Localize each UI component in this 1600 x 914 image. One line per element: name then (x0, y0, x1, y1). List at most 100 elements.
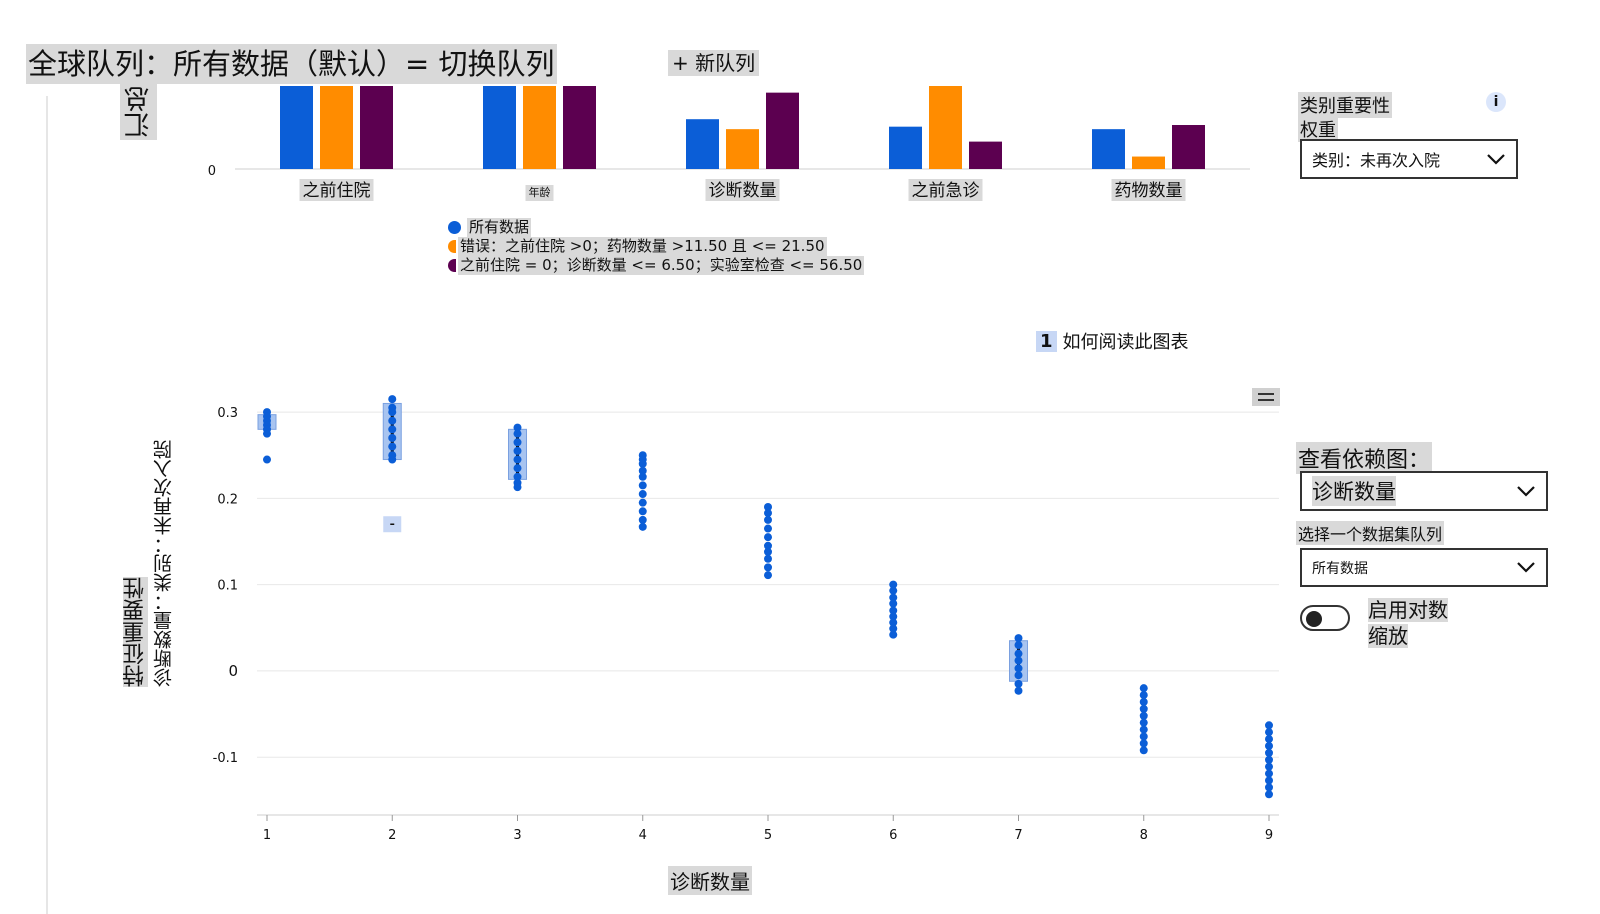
xtick-label: 1 (263, 828, 271, 843)
log-label-line1: 启用对数 (1368, 598, 1448, 622)
summary-bar (320, 86, 353, 169)
summary-category-label: 之前住院 (303, 181, 371, 201)
data-point (1014, 634, 1023, 643)
data-point (1014, 686, 1023, 695)
data-point (764, 533, 772, 542)
data-point (1139, 697, 1148, 706)
summary-bar (686, 119, 719, 169)
ytick-label: 0.3 (217, 406, 238, 421)
data-point (1265, 735, 1273, 744)
log-scale-toggle[interactable] (1300, 605, 1350, 631)
legend-swatch (448, 259, 456, 272)
how-to-read-link[interactable]: 1 如何阅读此图表 (1036, 328, 1189, 354)
ytick-label: 0.2 (217, 492, 238, 507)
class-weight-dropdown[interactable]: 类别：未再次入院 (1300, 139, 1518, 179)
summary-category-label: 药物数量 (1115, 181, 1183, 201)
dependence-chart-ylabel: 特征重要性 诊断数量：类别：未再次入院 (122, 440, 178, 687)
data-point (1265, 755, 1273, 764)
data-point (513, 483, 522, 492)
data-point (638, 522, 647, 531)
data-point (638, 481, 647, 490)
legend-item-success-cohort[interactable]: 之前住院 = 0；诊断数量 <= 6.50；实验室检查 <= 56.50 (448, 256, 865, 275)
data-point (764, 541, 772, 550)
data-point (638, 515, 647, 524)
data-point (388, 455, 397, 464)
data-point (1139, 704, 1148, 713)
data-point (764, 563, 772, 572)
data-point (1014, 671, 1023, 680)
data-point (388, 425, 397, 434)
weight-label: 权重 (1298, 116, 1338, 142)
summary-bar (563, 86, 596, 169)
data-point (1265, 748, 1273, 757)
data-point (889, 606, 898, 615)
data-point (1265, 790, 1273, 799)
data-point (638, 459, 647, 468)
toggle-knob (1306, 611, 1322, 627)
data-point (388, 416, 397, 425)
summary-category-label: 诊断数量 (709, 181, 777, 201)
summary-bar (969, 141, 1002, 169)
ytick-label: 0 (228, 662, 238, 680)
summary-label-bg (908, 179, 983, 201)
how-to-read-label: 如何阅读此图表 (1062, 332, 1189, 353)
data-point (513, 429, 522, 438)
summary-bar (483, 86, 516, 169)
dependence-plot-label: 查看依赖图： (1296, 442, 1433, 474)
legend-item-error-cohort[interactable]: 错误：之前住院 >0；药物数量 >11.50 且 <= 21.50 (448, 237, 864, 256)
data-point (638, 466, 647, 475)
data-point (638, 507, 647, 516)
data-point (1014, 641, 1023, 650)
summary-label-bg (525, 185, 554, 201)
data-point (764, 547, 772, 556)
data-point (1014, 679, 1023, 688)
chart-menu-icon[interactable] (1252, 388, 1280, 406)
data-point (1139, 684, 1148, 693)
data-point (764, 554, 772, 563)
data-point (1139, 746, 1148, 755)
data-point (1014, 656, 1023, 665)
data-point (513, 423, 522, 432)
data-point (513, 472, 522, 481)
cohort-select-label: 选择一个数据集队列 (1296, 521, 1445, 545)
summary-category-label: 年龄 (529, 185, 551, 199)
data-point (513, 438, 522, 447)
summary-ytick-label: 0 (208, 164, 216, 179)
xtick-label: 8 (1140, 828, 1148, 843)
chevron-down-icon (1486, 149, 1506, 170)
summary-bar (280, 86, 313, 169)
summary-category-label: 之前急诊 (912, 181, 980, 201)
new-cohort-button[interactable]: + 新队列 (668, 50, 760, 76)
summary-bar (1092, 129, 1125, 169)
data-point (388, 433, 397, 442)
legend-label: 错误：之前住院 >0；药物数量 >11.50 且 <= 21.50 (458, 237, 827, 256)
cohort-dropdown[interactable]: 所有数据 (1300, 548, 1548, 587)
data-point (638, 498, 647, 507)
data-point (1265, 776, 1273, 785)
info-icon[interactable]: i (1486, 92, 1506, 112)
ylabel-line2: 诊断数量：类别：未再次入院 (153, 440, 175, 687)
chevron-down-icon (1516, 557, 1536, 578)
data-point (513, 455, 522, 464)
data-point (764, 524, 772, 533)
data-point (889, 580, 898, 589)
legend-item-all-data[interactable]: 所有数据 (448, 218, 864, 237)
legend-label: 之前住院 = 0；诊断数量 <= 6.50；实验室检查 <= 56.50 (458, 256, 865, 275)
xtick-label: 3 (513, 828, 521, 843)
feature-dropdown[interactable]: 诊断数量 (1300, 471, 1548, 511)
info-badge-icon: 1 (1036, 330, 1057, 352)
data-point (1139, 718, 1148, 727)
dropdown-value: 类别：未再次入院 (1312, 151, 1441, 170)
dropdown-value: 诊断数量 (1312, 476, 1396, 506)
summary-bar (889, 126, 922, 169)
class-importance-label: 类别重要性 (1298, 92, 1392, 118)
data-point (638, 472, 647, 481)
data-point (764, 509, 772, 518)
data-point (1014, 664, 1023, 673)
legend-label: 所有数据 (467, 218, 532, 237)
xtick-label: 4 (639, 828, 647, 843)
log-label-line2: 缩放 (1368, 624, 1408, 648)
cohort-title[interactable]: 全球队列：所有数据（默认）= 切换队列 (26, 44, 557, 84)
data-point (764, 502, 772, 511)
xtick-label: 5 (764, 828, 772, 843)
